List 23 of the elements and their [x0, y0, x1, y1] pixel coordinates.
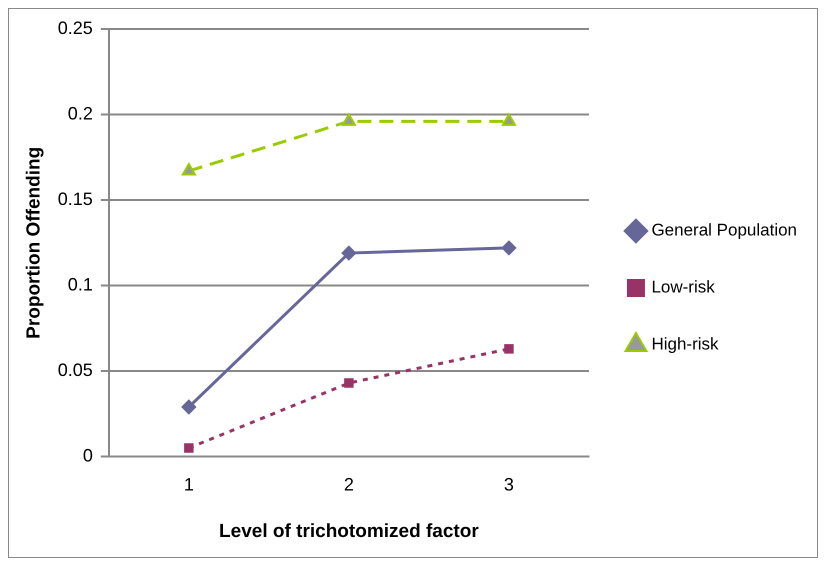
point	[184, 443, 194, 453]
point	[501, 240, 516, 256]
point	[344, 378, 354, 388]
x-axis-title: Level of trichotomized factor	[219, 520, 480, 542]
x-tick-label: 3	[504, 474, 514, 494]
point	[182, 162, 196, 176]
y-axis-title: Proportion Offending	[24, 146, 45, 339]
x-tick-label: 2	[344, 474, 354, 494]
legend-label: Low-risk	[651, 278, 716, 297]
y-tick-label: 0.25	[58, 18, 93, 38]
x-tick-label: 1	[184, 474, 194, 494]
point	[502, 113, 516, 126]
y-tick-label: 0.05	[58, 360, 93, 380]
point	[504, 344, 514, 354]
point	[341, 246, 356, 261]
point	[342, 113, 356, 126]
point	[181, 400, 196, 414]
y-tick-label: 0.2	[68, 103, 93, 124]
y-tick-label: 0	[82, 446, 93, 466]
y-tick-label: 0.1	[68, 274, 93, 295]
y-tick-label: 0.15	[58, 189, 93, 210]
legend-label: High-risk	[651, 334, 720, 354]
legend-label: General Population	[651, 220, 797, 240]
